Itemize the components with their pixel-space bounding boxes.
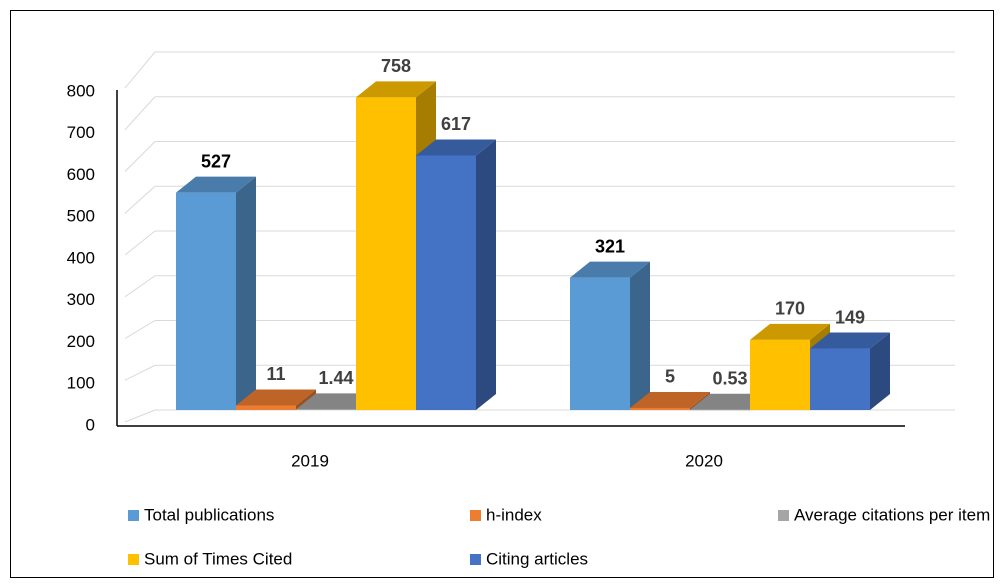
value-label: 149 bbox=[835, 307, 865, 327]
bar-3d bbox=[416, 139, 496, 411]
grid-line-side bbox=[124, 51, 156, 89]
grid-line-side bbox=[124, 185, 156, 214]
bar-top bbox=[810, 332, 890, 349]
value-label: 527 bbox=[201, 151, 231, 171]
value-label: 758 bbox=[381, 56, 411, 76]
grid-line-side bbox=[124, 409, 156, 423]
legend-label: Citing articles bbox=[486, 549, 588, 568]
bar bbox=[690, 409, 750, 411]
bar-top bbox=[416, 139, 496, 156]
y-tick-label: 0 bbox=[86, 415, 95, 434]
bar-3d bbox=[570, 261, 650, 410]
bar bbox=[236, 405, 296, 410]
grid-line-side bbox=[124, 320, 156, 339]
legend-swatch bbox=[128, 554, 139, 565]
bar-top bbox=[176, 176, 256, 193]
value-label: 5 bbox=[665, 367, 675, 387]
y-tick-label: 700 bbox=[67, 123, 95, 142]
grid-line-side bbox=[124, 275, 156, 298]
bar-3d bbox=[630, 391, 710, 410]
bar-3d bbox=[236, 389, 316, 410]
value-label: 0.53 bbox=[712, 369, 747, 389]
y-tick-label: 800 bbox=[67, 81, 95, 100]
legend-swatch bbox=[778, 510, 789, 521]
bar-side bbox=[870, 332, 890, 410]
chart-border bbox=[10, 10, 994, 578]
x-tick-label: 2020 bbox=[685, 451, 723, 470]
y-tick-label: 200 bbox=[67, 332, 95, 351]
value-label: 11 bbox=[266, 364, 285, 384]
grid-line-side bbox=[124, 141, 156, 172]
y-tick-label: 600 bbox=[67, 165, 95, 184]
y-tick-label: 400 bbox=[67, 248, 95, 267]
bar-top bbox=[236, 389, 316, 406]
bar bbox=[296, 409, 356, 410]
bar-side bbox=[296, 389, 316, 410]
bar-side bbox=[690, 391, 710, 410]
legend-swatch bbox=[470, 510, 481, 521]
legend-label: Sum of Times Cited bbox=[144, 549, 292, 568]
bar-top bbox=[356, 81, 436, 98]
value-label: 1.44 bbox=[318, 368, 353, 388]
legend-swatch bbox=[128, 510, 139, 521]
value-label: 321 bbox=[595, 236, 625, 256]
legend-label: h-index bbox=[486, 505, 542, 524]
bar-side bbox=[630, 261, 650, 410]
legend-label: Average citations per item bbox=[794, 505, 990, 524]
bar bbox=[750, 339, 810, 410]
bar-side bbox=[236, 176, 256, 410]
bar bbox=[356, 97, 416, 410]
legend-label: Total publications bbox=[144, 505, 274, 524]
bar-3d bbox=[176, 176, 256, 410]
bar-top bbox=[750, 323, 830, 340]
y-tick-label: 100 bbox=[67, 374, 95, 393]
grid-line-side bbox=[124, 230, 156, 256]
bar bbox=[570, 277, 630, 410]
y-tick-label: 500 bbox=[67, 207, 95, 226]
legend-swatch bbox=[470, 554, 481, 565]
x-tick-label: 2019 bbox=[291, 451, 329, 470]
bar-top bbox=[570, 261, 650, 278]
value-label: 170 bbox=[775, 299, 805, 319]
grid-line-side bbox=[124, 364, 156, 381]
grid-line-side bbox=[124, 96, 156, 131]
bar bbox=[176, 192, 236, 410]
y-tick-label: 300 bbox=[67, 290, 95, 309]
value-label: 617 bbox=[441, 114, 471, 134]
bar-top bbox=[630, 391, 710, 408]
bar-side bbox=[476, 139, 496, 411]
bar bbox=[810, 348, 870, 410]
bar-3d bbox=[810, 332, 890, 410]
bar bbox=[630, 407, 690, 410]
bar bbox=[416, 155, 476, 410]
